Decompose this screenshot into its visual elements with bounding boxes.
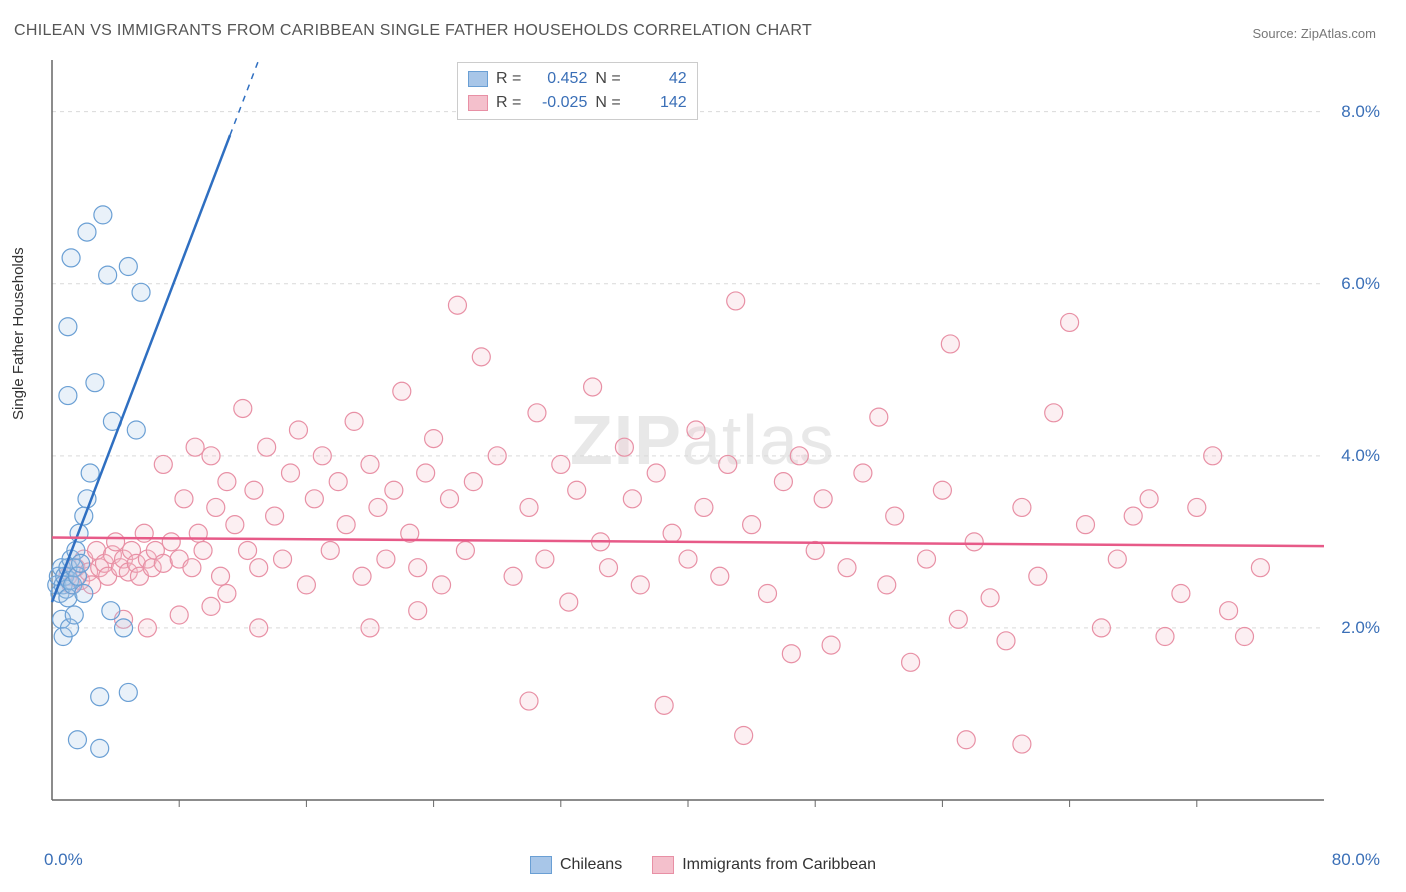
y-tick-label: 6.0% <box>1341 274 1380 294</box>
stat-label-r: R = <box>496 94 521 112</box>
stat-label-n: N = <box>595 94 620 112</box>
swatch-icon <box>468 71 488 87</box>
legend-label: Immigrants from Caribbean <box>682 856 876 874</box>
y-tick-label: 2.0% <box>1341 618 1380 638</box>
stat-label-r: R = <box>496 70 521 88</box>
stat-value-r: 0.452 <box>529 70 587 88</box>
x-axis-min-label: 0.0% <box>44 850 83 870</box>
swatch-icon <box>530 856 552 874</box>
source-attribution: Source: ZipAtlas.com <box>1252 26 1376 41</box>
legend-item-caribbean: Immigrants from Caribbean <box>652 856 876 874</box>
stat-label-n: N = <box>595 70 620 88</box>
swatch-icon <box>652 856 674 874</box>
legend-item-chileans: Chileans <box>530 856 622 874</box>
stat-value-n: 42 <box>629 70 687 88</box>
stat-value-n: 142 <box>629 94 687 112</box>
y-tick-label: 8.0% <box>1341 102 1380 122</box>
stats-row-caribbean: R = -0.025 N = 142 <box>468 91 687 115</box>
x-axis-max-label: 80.0% <box>1332 850 1380 870</box>
source-prefix: Source: <box>1252 26 1300 41</box>
legend: Chileans Immigrants from Caribbean <box>0 856 1406 874</box>
y-tick-label: 4.0% <box>1341 446 1380 466</box>
chart-title: CHILEAN VS IMMIGRANTS FROM CARIBBEAN SIN… <box>14 22 812 40</box>
source-link[interactable]: ZipAtlas.com <box>1301 26 1376 41</box>
correlation-stats-box: R = 0.452 N = 42 R = -0.025 N = 142 <box>457 62 698 120</box>
scatter-chart <box>46 54 1384 824</box>
stat-value-r: -0.025 <box>529 94 587 112</box>
stats-row-chileans: R = 0.452 N = 42 <box>468 67 687 91</box>
y-axis-label: Single Father Households <box>10 247 27 420</box>
swatch-icon <box>468 95 488 111</box>
chart-area <box>46 54 1384 824</box>
legend-label: Chileans <box>560 856 622 874</box>
